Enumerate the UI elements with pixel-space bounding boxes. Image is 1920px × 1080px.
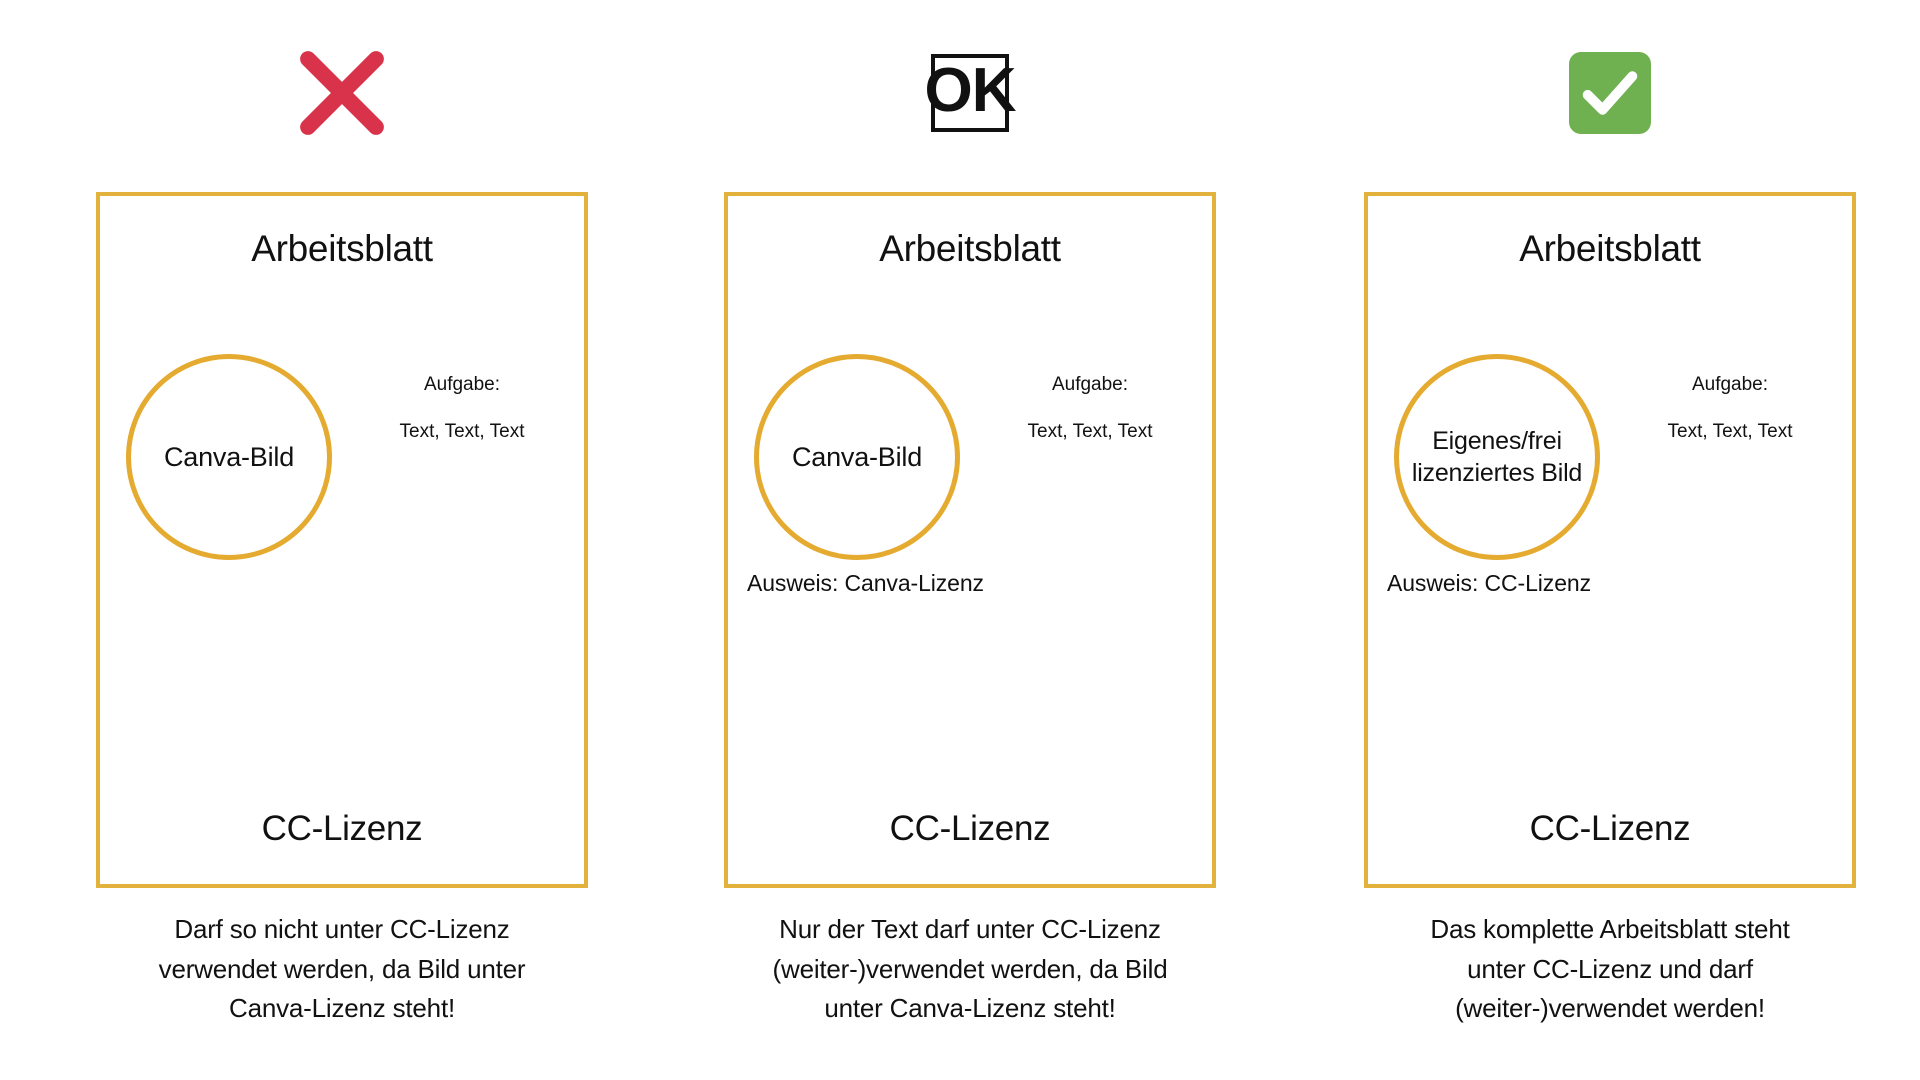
- task-heading: Aufgabe:: [423, 374, 501, 395]
- ok-box-icon: OK: [925, 54, 1017, 132]
- task-heading: Aufgabe:: [1051, 374, 1129, 395]
- status-badge-ok: OK: [724, 38, 1216, 148]
- column-allowed: Arbeitsblatt Eigenes/frei lizenziertes B…: [1364, 0, 1856, 1080]
- license-note: Ausweis: CC-Lizenz: [1387, 570, 1591, 596]
- worksheet-card-2: Arbeitsblatt Canva-Bild Aufgabe: Text, T…: [724, 192, 1216, 888]
- column-not-allowed: Arbeitsblatt Canva-Bild Aufgabe: Text, T…: [96, 0, 588, 1080]
- license-note: Ausweis: Canva-Lizenz: [747, 570, 984, 596]
- task-body: Text, Text, Text: [1027, 420, 1153, 442]
- column-caption: Nur der Text darf unter CC-Lizenz (weite…: [772, 914, 1168, 1024]
- task-body: Text, Text, Text: [399, 420, 525, 442]
- task-body: Text, Text, Text: [1667, 420, 1793, 442]
- red-cross-icon: [300, 51, 384, 135]
- image-placeholder-label: Eigenes/frei lizenziertes Bild: [1411, 427, 1583, 487]
- worksheet-title: Arbeitsblatt: [251, 228, 433, 269]
- worksheet-card-3: Arbeitsblatt Eigenes/frei lizenziertes B…: [1364, 192, 1856, 888]
- status-badge-not-allowed: [96, 38, 588, 148]
- green-check-icon: [1569, 52, 1651, 134]
- column-caption: Das komplette Arbeitsblatt steht unter C…: [1430, 914, 1790, 1024]
- image-placeholder-label: Canva-Bild: [791, 441, 923, 472]
- worksheet-card-1: Arbeitsblatt Canva-Bild Aufgabe: Text, T…: [96, 192, 588, 888]
- image-placeholder-circle: Canva-Bild: [754, 354, 960, 560]
- worksheet-footer-license: CC-Lizenz: [889, 809, 1051, 849]
- worksheet-footer-license: CC-Lizenz: [1529, 809, 1691, 849]
- status-badge-allowed: [1364, 38, 1856, 148]
- task-block: Aufgabe: Text, Text, Text: [964, 374, 1216, 444]
- column-ok: OK Arbeitsblatt Canva-Bild Aufgabe: Text…: [724, 0, 1216, 1080]
- worksheet-footer-license: CC-Lizenz: [261, 809, 423, 849]
- task-heading: Aufgabe:: [1691, 374, 1769, 395]
- image-placeholder-circle: Eigenes/frei lizenziertes Bild: [1394, 354, 1600, 560]
- worksheet-title: Arbeitsblatt: [879, 228, 1061, 269]
- image-placeholder-label: Canva-Bild: [163, 441, 295, 472]
- column-caption: Darf so nicht unter CC-Lizenz verwendet …: [158, 914, 526, 1024]
- image-placeholder-circle: Canva-Bild: [126, 354, 332, 560]
- worksheet-title: Arbeitsblatt: [1519, 228, 1701, 269]
- task-block: Aufgabe: Text, Text, Text: [336, 374, 588, 444]
- ok-box-label: OK: [924, 56, 1017, 125]
- check-glyph-icon: [1582, 71, 1638, 115]
- task-block: Aufgabe: Text, Text, Text: [1604, 374, 1856, 444]
